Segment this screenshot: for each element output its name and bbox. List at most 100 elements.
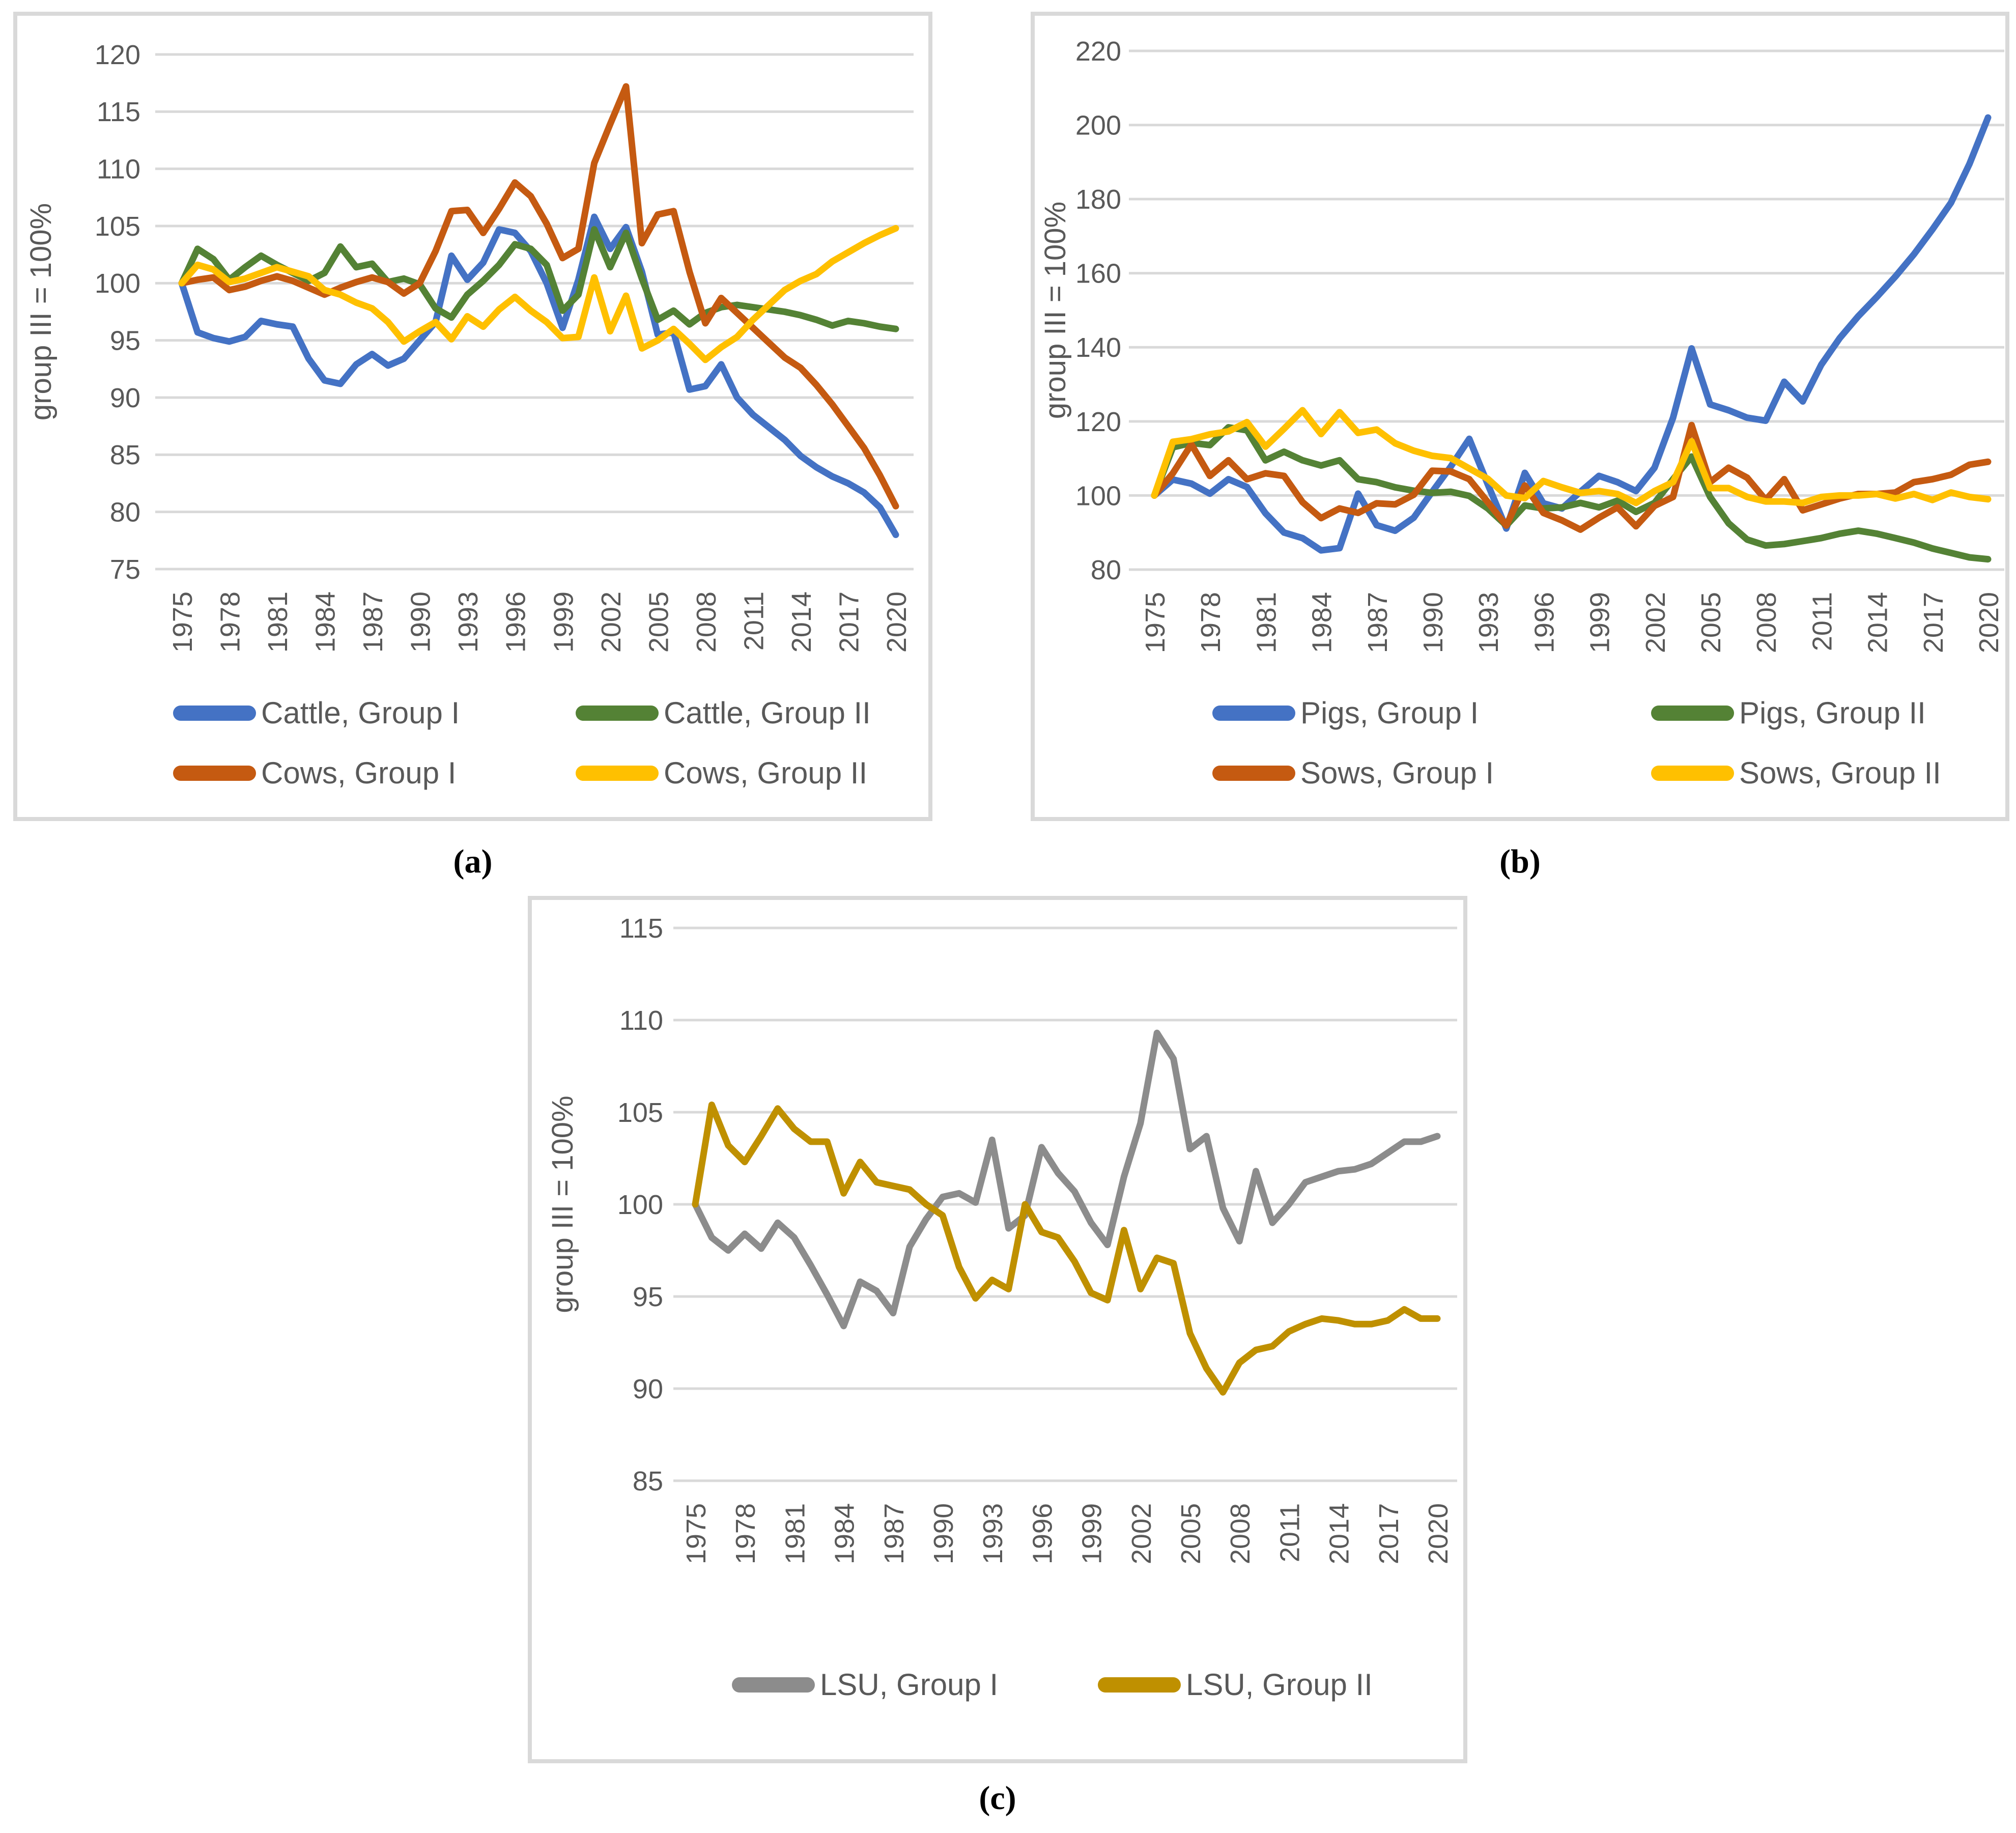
- svg-text:1981: 1981: [1251, 592, 1282, 653]
- svg-text:95: 95: [633, 1282, 663, 1312]
- svg-text:1975: 1975: [681, 1503, 712, 1564]
- legend-swatch-sows-group-ii: [1651, 766, 1734, 781]
- svg-text:1996: 1996: [1529, 592, 1559, 653]
- svg-text:1999: 1999: [1585, 592, 1615, 653]
- legend-label: Sows, Group I: [1300, 756, 1494, 790]
- legend-label: Cows, Group I: [261, 756, 457, 790]
- svg-text:1978: 1978: [730, 1503, 761, 1564]
- svg-text:1993: 1993: [978, 1503, 1008, 1564]
- svg-text:115: 115: [97, 97, 140, 127]
- svg-text:1978: 1978: [1196, 592, 1226, 653]
- legend-item: Sows, Group II: [1651, 758, 1941, 788]
- svg-text:75: 75: [110, 554, 140, 585]
- chart-panel-lsu: 115 110 105 100 95 90 85 1975 1978 1981 1984 1987 19…: [528, 896, 1467, 1763]
- svg-text:group III = 100%: group III = 100%: [546, 1095, 579, 1313]
- svg-text:2014: 2014: [1863, 592, 1893, 653]
- svg-text:115: 115: [619, 913, 663, 944]
- svg-text:1987: 1987: [879, 1503, 910, 1564]
- svg-text:2017: 2017: [1374, 1503, 1404, 1564]
- svg-text:2002: 2002: [1126, 1503, 1157, 1564]
- legend-item: Sows, Group I: [1212, 758, 1494, 788]
- legend-swatch-lsu-group-ii: [1098, 1677, 1181, 1693]
- svg-text:2002: 2002: [1640, 592, 1671, 653]
- legend-label: Cattle, Group II: [664, 696, 871, 730]
- legend-swatch-cows-group-i: [173, 766, 256, 781]
- caption-b: (b): [1499, 843, 1541, 880]
- legend-label: Cows, Group II: [664, 756, 868, 790]
- caption-a: (a): [453, 843, 493, 880]
- svg-text:2020: 2020: [882, 591, 912, 653]
- legend-item: Pigs, Group II: [1651, 698, 1926, 728]
- legend-item: Cattle, Group II: [576, 698, 871, 728]
- svg-text:95: 95: [110, 326, 140, 356]
- svg-text:80: 80: [110, 497, 140, 528]
- legend-label: Pigs, Group I: [1300, 696, 1479, 730]
- svg-text:1996: 1996: [1027, 1503, 1058, 1564]
- svg-text:1975: 1975: [1140, 592, 1171, 653]
- svg-text:110: 110: [97, 154, 140, 185]
- svg-text:100: 100: [1075, 481, 1121, 511]
- svg-text:85: 85: [633, 1466, 663, 1497]
- svg-text:1984: 1984: [1307, 592, 1338, 653]
- svg-text:100: 100: [617, 1190, 663, 1220]
- svg-text:105: 105: [95, 211, 140, 242]
- svg-text:group III = 100%: group III = 100%: [24, 203, 58, 420]
- svg-text:1996: 1996: [501, 591, 531, 653]
- legend-swatch-pigs-group-i: [1212, 706, 1295, 721]
- caption-c: (c): [979, 1780, 1016, 1817]
- svg-text:1984: 1984: [830, 1503, 860, 1564]
- svg-text:80: 80: [1091, 555, 1121, 585]
- svg-text:1993: 1993: [453, 591, 484, 653]
- svg-text:2002: 2002: [596, 591, 627, 653]
- svg-text:2011: 2011: [1274, 1503, 1305, 1562]
- legend-label: Pigs, Group II: [1739, 696, 1926, 730]
- svg-text:2011: 2011: [1807, 592, 1837, 651]
- svg-text:1993: 1993: [1473, 592, 1504, 653]
- legend-swatch-cows-group-ii: [576, 766, 659, 781]
- chart-panel-cattle-cows: 120 115 110 105 100 95 90 85 80 75 1975 1978 1981 198…: [13, 12, 932, 821]
- svg-text:2011: 2011: [739, 591, 769, 651]
- svg-text:1999: 1999: [548, 591, 579, 653]
- legend-item: Cows, Group II: [576, 758, 867, 788]
- chart-c-canvas: 115 110 105 100 95 90 85 1975 1978 1981 1984 1987 19…: [546, 913, 1457, 1564]
- svg-text:1987: 1987: [358, 591, 388, 653]
- svg-text:1990: 1990: [928, 1503, 959, 1564]
- svg-text:1975: 1975: [167, 591, 198, 653]
- svg-text:140: 140: [1075, 332, 1121, 363]
- svg-text:1999: 1999: [1077, 1503, 1108, 1564]
- svg-text:160: 160: [1075, 259, 1121, 289]
- svg-text:2017: 2017: [1918, 592, 1949, 653]
- legend-swatch-pigs-group-ii: [1651, 706, 1734, 721]
- legend-swatch-lsu-group-i: [732, 1677, 815, 1693]
- svg-text:2020: 2020: [1423, 1503, 1454, 1564]
- chart-a-canvas: 120 115 110 105 100 95 90 85 80 75 1975 1978 1981 198…: [24, 40, 914, 653]
- svg-text:2008: 2008: [691, 591, 722, 653]
- legend-swatch-sows-group-i: [1212, 766, 1295, 781]
- svg-text:1990: 1990: [406, 591, 436, 653]
- svg-text:90: 90: [110, 383, 140, 413]
- legend-item: LSU, Group II: [1098, 1670, 1373, 1700]
- legend-swatch-cattle-group-ii: [576, 706, 659, 721]
- svg-text:1981: 1981: [263, 591, 293, 653]
- svg-text:110: 110: [619, 1005, 663, 1036]
- legend-item: LSU, Group I: [732, 1670, 998, 1700]
- svg-text:2008: 2008: [1225, 1503, 1256, 1564]
- legend-label: LSU, Group II: [1186, 1668, 1373, 1702]
- legend-swatch-cattle-group-i: [173, 706, 256, 721]
- svg-text:2005: 2005: [1696, 592, 1726, 653]
- svg-text:1990: 1990: [1418, 592, 1449, 653]
- svg-text:2017: 2017: [834, 591, 864, 653]
- svg-text:2014: 2014: [786, 591, 817, 653]
- svg-text:2005: 2005: [1176, 1503, 1206, 1564]
- svg-text:85: 85: [110, 440, 140, 470]
- svg-text:2020: 2020: [1974, 592, 2004, 653]
- svg-text:1987: 1987: [1362, 592, 1393, 653]
- svg-text:group III = 100%: group III = 100%: [1039, 202, 1072, 419]
- legend-item: Cattle, Group I: [173, 698, 460, 728]
- svg-text:100: 100: [95, 268, 140, 299]
- svg-text:120: 120: [1075, 407, 1121, 437]
- chart-panel-pigs-sows: 220 200 180 160 140 120 100 80 1975 1978 1981 1984 1…: [1031, 12, 2009, 821]
- svg-text:1984: 1984: [310, 591, 341, 653]
- svg-text:1981: 1981: [780, 1503, 810, 1564]
